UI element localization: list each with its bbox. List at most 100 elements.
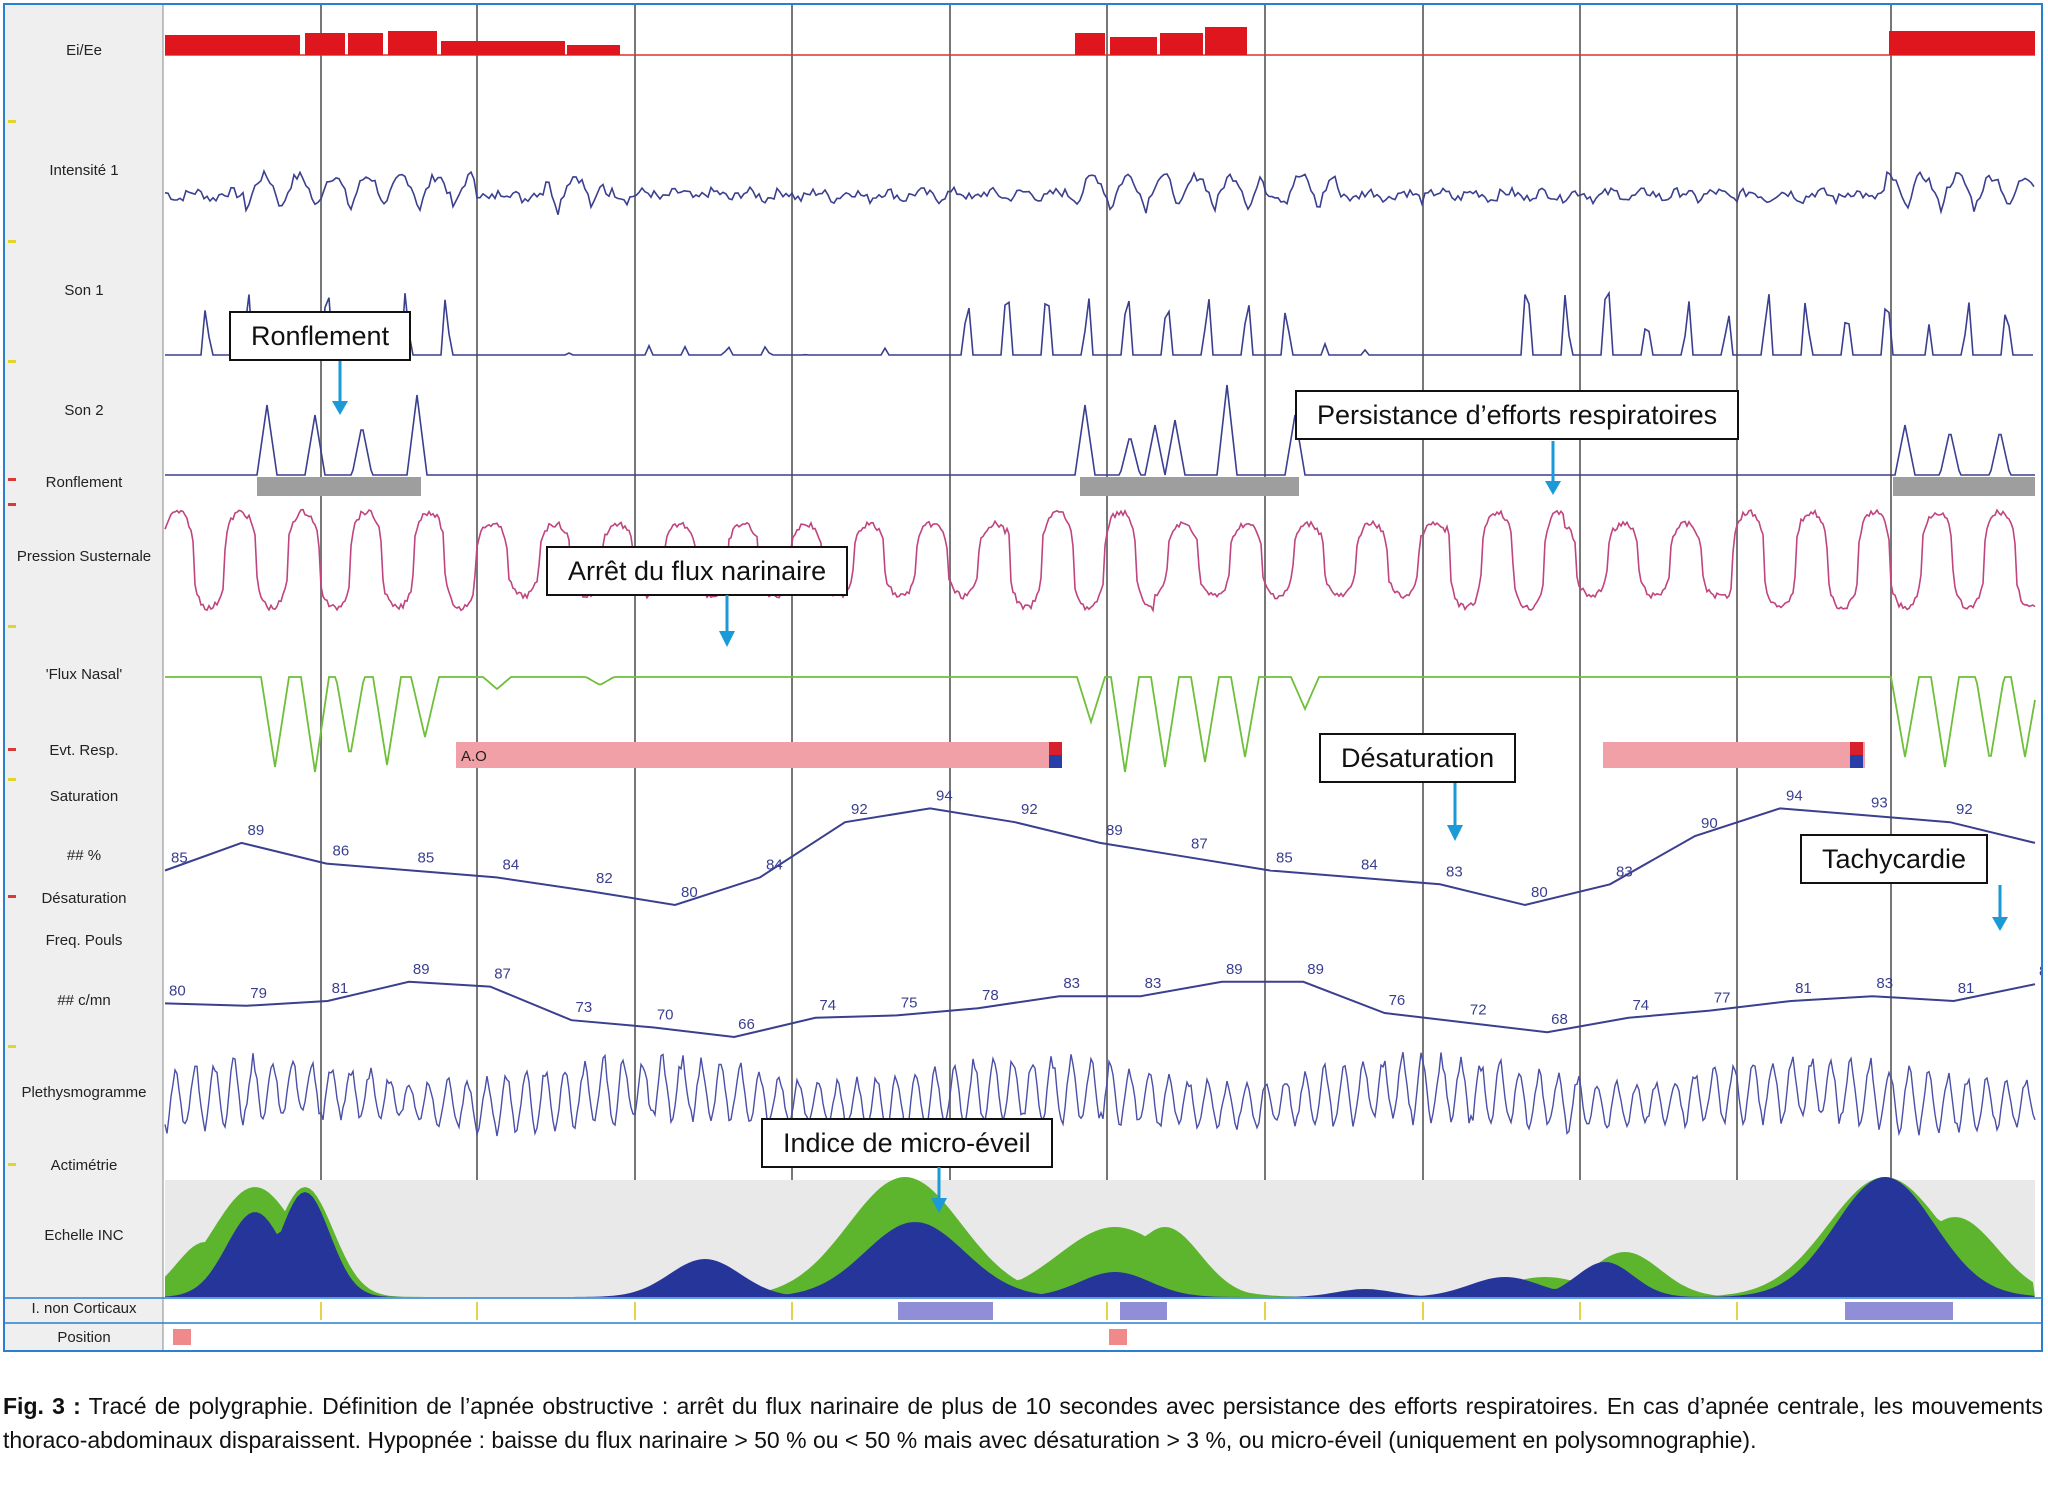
non-cortical-tick (1264, 1302, 1266, 1320)
polygraph-frame: Ei/Ee Intensité 1 Son 1 Son 2 Ronflement Pres… (3, 3, 2043, 1352)
non-cortical-tick (791, 1302, 793, 1320)
pulse-label: 78 (982, 987, 999, 1004)
channel-label: 'Flux Nasal' (46, 666, 123, 683)
eiee-block (388, 31, 437, 55)
callout-arret-flux: Arrêt du flux narinaire (546, 546, 849, 596)
pulse-label: 80 (169, 982, 186, 999)
channel-label: Son 2 (64, 402, 103, 419)
channel-label: Ei/Ee (66, 42, 102, 59)
snore-bar (1893, 477, 2035, 496)
saturation-label: 84 (503, 856, 520, 873)
callout-ronflement: Ronflement (229, 311, 412, 361)
pulse-label: 75 (901, 994, 918, 1011)
channel-label: Intensité 1 (49, 162, 118, 179)
caption-text: Tracé de polygraphie. Définition de l’ap… (3, 1393, 2043, 1453)
eiee-block (305, 33, 345, 55)
pulse-label: 81 (1795, 980, 1812, 997)
channel-marker (8, 895, 16, 898)
trace-intensite (164, 168, 2035, 215)
non-cortical-tick (1106, 1302, 1108, 1320)
callout-micro-eveil: Indice de micro-éveil (761, 1118, 1053, 1168)
saturation-label: 83 (1446, 863, 1463, 880)
channel-label: Position (57, 1329, 110, 1346)
channel-label: Ronflement (46, 474, 124, 491)
callout-persistance: Persistance d’efforts respiratoires (1295, 390, 1740, 440)
event-marker (1850, 755, 1863, 768)
saturation-label: 82 (596, 870, 613, 887)
label-column (5, 5, 163, 1350)
event-label: A.O (461, 748, 487, 765)
saturation-label: 92 (851, 801, 868, 818)
eiee-block (165, 35, 300, 55)
pulse-label: 87 (494, 966, 511, 983)
non-cortical-tick (320, 1302, 322, 1320)
channel-label: I. non Corticaux (31, 1300, 137, 1317)
saturation-label: 80 (1531, 884, 1548, 901)
non-cortical-block (1845, 1302, 1953, 1320)
event-marker (1049, 742, 1062, 755)
non-cortical-tick (634, 1302, 636, 1320)
pulse-label: 88 (2039, 963, 2041, 980)
eiee-block (1889, 31, 2035, 55)
pulse-label: 79 (250, 985, 267, 1002)
channel-marker (8, 478, 16, 481)
non-cortical-block (898, 1302, 993, 1320)
pulse-label: 89 (413, 961, 430, 978)
channel-label: Echelle INC (44, 1227, 123, 1244)
saturation-label: 89 (1106, 822, 1123, 839)
saturation-label: 89 (248, 822, 265, 839)
position-marker (1109, 1329, 1127, 1345)
non-cortical-tick (1736, 1302, 1738, 1320)
channel-label: Freq. Pouls (46, 932, 123, 949)
saturation-label: 93 (1871, 794, 1888, 811)
channel-marker (8, 360, 16, 363)
saturation-label: 85 (171, 850, 188, 867)
figure-caption: Fig. 3 : Tracé de polygraphie. Définitio… (3, 1389, 2043, 1457)
trace-plethysmogramme (164, 1052, 2036, 1137)
snore-bar (1080, 477, 1299, 496)
pulse-label: 73 (576, 999, 593, 1016)
saturation-label: 84 (1361, 856, 1378, 873)
pulse-label: 70 (657, 1006, 674, 1023)
channel-label: Désaturation (41, 890, 126, 907)
pulse-label: 76 (1389, 992, 1406, 1009)
channel-marker (8, 120, 16, 123)
eiee-block (348, 33, 383, 55)
event-marker (1850, 742, 1863, 755)
channel-marker (8, 625, 16, 628)
pulse-label: 81 (1958, 980, 1975, 997)
saturation-label: 85 (1276, 850, 1293, 867)
channel-marker (8, 748, 16, 751)
inc-area-blue (165, 1177, 2035, 1297)
channel-label: Plethysmogramme (21, 1084, 146, 1101)
snore-bar (257, 477, 421, 496)
channel-marker (8, 1163, 16, 1166)
polygraph-chart: Ei/Ee Intensité 1 Son 1 Son 2 Ronflement Pres… (5, 5, 2041, 1350)
trace-pression (164, 508, 2036, 613)
pulse-label: 89 (1226, 961, 1243, 978)
non-cortical-tick (476, 1302, 478, 1320)
eiee-block (567, 45, 620, 55)
trace-pouls (164, 980, 2036, 1039)
pulse-label: 66 (738, 1016, 755, 1033)
trace-son2 (165, 384, 2035, 476)
trace-flux-nasal (165, 676, 2036, 773)
non-cortical-tick (1422, 1302, 1424, 1320)
eiee-block (441, 41, 565, 55)
event-marker (1049, 755, 1062, 768)
eiee-block (1160, 33, 1203, 55)
eiee-block (1075, 33, 1105, 55)
channel-label: Actimétrie (51, 1157, 118, 1174)
saturation-label: 86 (333, 843, 350, 860)
pulse-label: 72 (1470, 1002, 1487, 1019)
non-cortical-block (1120, 1302, 1167, 1320)
channel-label: Saturation (50, 788, 118, 805)
callout-tachycardie: Tachycardie (1800, 834, 1989, 884)
pulse-label: 68 (1551, 1011, 1568, 1028)
inc-area-green (165, 1177, 2035, 1297)
saturation-label: 94 (936, 787, 953, 804)
trace-saturation (164, 807, 2036, 907)
channel-marker (8, 503, 16, 506)
eiee-block (1110, 37, 1157, 55)
saturation-label: 84 (766, 856, 783, 873)
